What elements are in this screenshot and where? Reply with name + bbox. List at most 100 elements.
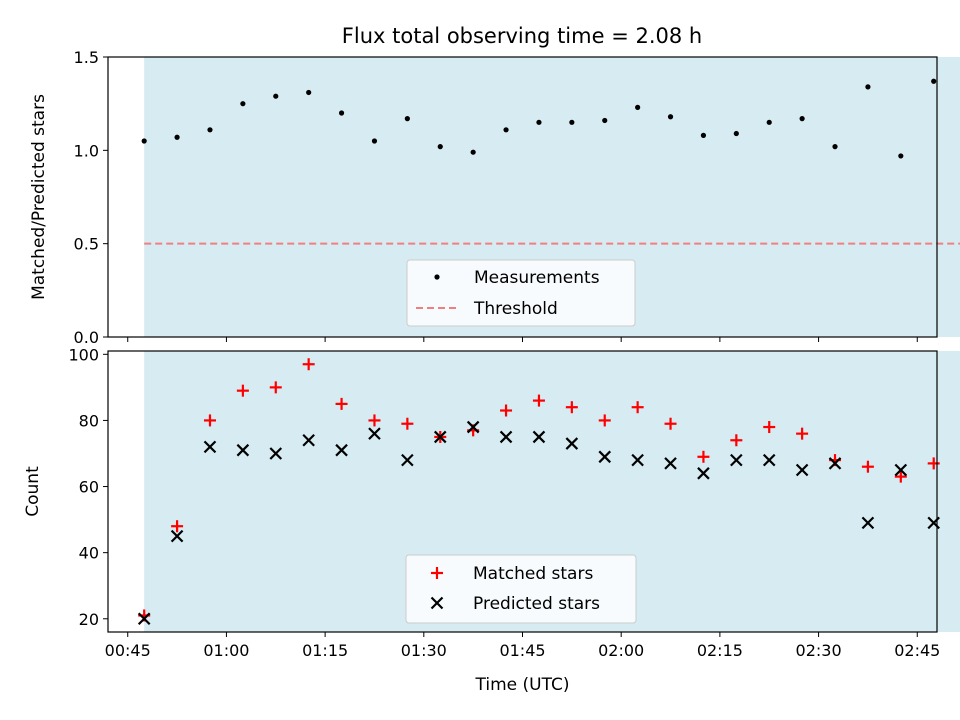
measurement-point [766,119,772,125]
predicted-star-point [861,516,875,530]
bottom-y-ticks: 20 40 60 80 100 [68,345,108,629]
y-tick-label: 80 [79,411,99,430]
predicted-star-point [203,440,217,454]
matched-star-point [631,401,644,414]
legend-matched-label: Matched stars [473,564,593,584]
predicted-star-point [730,453,743,467]
measurement-point [865,84,871,90]
matched-star-point [171,520,184,533]
matched-star-point [927,457,940,470]
y-tick-label: 1.5 [74,48,99,67]
y-tick-label: 1.0 [74,141,99,160]
legend-matched-glyph [431,567,443,579]
top-panel: 0.0 0.5 1.0 1.5 Matched/Predicted stars Mea… [29,48,960,347]
predicted-star-point [499,430,513,444]
top-legend-box [406,259,636,327]
measurement-point [338,110,345,116]
bottom-y-axis-label: Count [23,466,43,517]
predicted-star-point [137,612,151,626]
measurement-point [470,149,476,155]
x-tick-label: 02:30 [796,641,842,660]
bottom-legend: Matched stars Predicted stars [405,554,637,624]
predicted-star-point [433,430,447,444]
measurement-points [141,78,937,159]
measurement-point [371,138,378,144]
measurement-point [503,127,509,133]
predicted-star-point [335,443,348,457]
measurement-point [733,130,739,137]
y-tick-label: 100 [68,345,99,364]
legend-matched-marker [431,567,443,579]
x-tick-label: 00:45 [105,641,151,660]
y-tick-label: 20 [79,610,99,629]
measurement-point [174,134,180,140]
measurement-point [207,127,213,133]
matched-star-point [203,414,216,427]
measurement-point [832,144,838,150]
matched-star-point [763,421,776,434]
matched-star-point [697,450,710,463]
x-axis-label: Time (UTC) [475,675,570,695]
measurement-point [700,132,707,138]
matched-star-point [368,414,381,427]
matched-star-point [894,470,907,483]
x-tick-label: 01:45 [499,641,545,660]
measurement-point [536,119,542,125]
legend-predicted-marker [430,596,444,610]
measurement-point [273,93,279,99]
measurement-point [667,114,674,120]
matched-star-point [598,414,611,427]
predicted-star-point [697,467,710,480]
measurement-point [569,119,575,125]
measurement-point [306,89,312,96]
x-tick-label: 01:30 [401,641,447,660]
matched-star-point [335,397,348,410]
top-legend: Measurements Threshold [406,259,636,327]
measurement-point [240,101,246,107]
matched-star-point [664,417,677,430]
legend-threshold-label: Threshold [473,299,558,319]
x-tick-label: 01:00 [203,641,249,660]
bottom-plot-frame [107,350,938,633]
measurement-point [898,153,904,159]
predicted-star-point [401,453,414,467]
chart-title: Flux total observing time = 2.08 h [342,24,702,48]
predicted-star-point [598,450,612,464]
bottom-legend-box [405,554,637,624]
predicted-star-point [631,453,644,467]
top-plot-frame [107,56,938,338]
x-tick-label: 02:00 [598,641,644,660]
legend-measurements-label: Measurements [474,268,600,288]
y-tick-label: 0.0 [74,328,99,347]
measurement-point [404,116,410,122]
predicted-star-point [762,453,776,467]
predicted-star-point [894,463,908,477]
matched-star-point [565,401,578,414]
matched-star-point [500,404,513,417]
legend-predicted-glyph [430,596,444,610]
predicted-star-point [236,443,250,457]
x-tick-label: 02:45 [894,641,940,660]
y-tick-label: 0.5 [74,235,99,254]
x-tick-label: 02:15 [697,641,743,660]
predicted-star-point [368,427,381,440]
predicted-star-point [466,420,480,434]
legend-predicted-label: Predicted stars [473,594,600,614]
predicted-star-point [302,433,315,447]
measurement-point [931,78,937,84]
matched-star-point [532,394,545,407]
y-tick-label: 60 [79,478,99,497]
predicted-star-point [828,457,842,470]
predicted-star-point [532,430,546,444]
measurement-point [602,117,608,124]
legend-measurement-marker [434,274,440,280]
top-y-axis-label: Matched/Predicted stars [29,94,49,300]
matched-star-point [796,427,809,440]
predicted-star-point [795,463,809,477]
bottom-panel: 20 40 60 80 100 00:45 01:00 01:15 01:30 01:45 02:… [23,345,960,695]
measurement-point [635,104,641,110]
matched-star-point [269,381,282,394]
matched-star-point [730,434,743,447]
top-x-ticks [127,337,918,342]
matched-star-point [302,358,315,371]
